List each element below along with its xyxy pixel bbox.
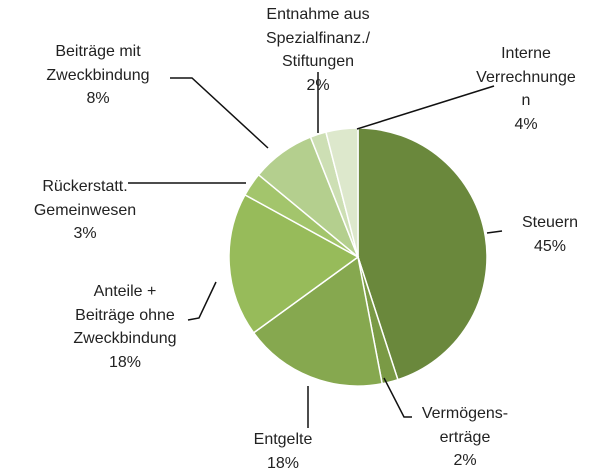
slices bbox=[228, 127, 488, 387]
category-name: Beiträge mit Zweckbindung bbox=[46, 43, 150, 84]
slice-label: Steuern 45% bbox=[470, 211, 593, 258]
leader-line bbox=[187, 281, 217, 321]
value-label: 4% bbox=[514, 115, 538, 133]
slice-label: Rückerstatt. Gemeinwesen 3% bbox=[5, 175, 165, 246]
slice bbox=[252, 255, 384, 387]
category-name: Entnahme aus Spezialfinanz./ Stiftungen bbox=[265, 6, 371, 70]
leader-lines bbox=[128, 72, 503, 428]
value-label: 3% bbox=[73, 225, 97, 242]
value-label: 18% bbox=[266, 454, 300, 470]
slice-label: Entgelte 18% bbox=[203, 428, 363, 470]
slice bbox=[357, 127, 488, 381]
slice-label: Entnahme aus Spezialfinanz./ Stiftungen 2… bbox=[238, 3, 398, 97]
leader-line bbox=[356, 85, 495, 130]
value-label: 18% bbox=[108, 353, 142, 371]
value-label: 2% bbox=[306, 76, 330, 94]
leader-line bbox=[170, 77, 269, 149]
slice-label: Beiträge mit Zweckbindung 8% bbox=[18, 40, 178, 111]
category-name: Entgelte bbox=[253, 431, 313, 448]
value-label: 8% bbox=[86, 90, 110, 107]
category-name: Anteile + Beiträge ohne Zweckbindung bbox=[73, 283, 177, 347]
category-name: Vermögens- erträge bbox=[421, 405, 509, 446]
value-label: 2% bbox=[453, 452, 477, 469]
slice bbox=[228, 193, 360, 334]
leader-line bbox=[383, 377, 412, 418]
category-name: Interne Verrechnunge n bbox=[476, 45, 576, 109]
slice-label: Interne Verrechnunge n 4% bbox=[446, 42, 593, 136]
value-label: 45% bbox=[533, 237, 567, 255]
leader-line bbox=[486, 230, 503, 234]
slice-label: Vermögens- erträge 2% bbox=[385, 402, 545, 470]
slice-label: Anteile + Beiträge ohne Zweckbindung 18% bbox=[45, 280, 205, 374]
category-name: Rückerstatt. Gemeinwesen bbox=[33, 178, 137, 219]
category-name: Steuern bbox=[521, 214, 579, 231]
